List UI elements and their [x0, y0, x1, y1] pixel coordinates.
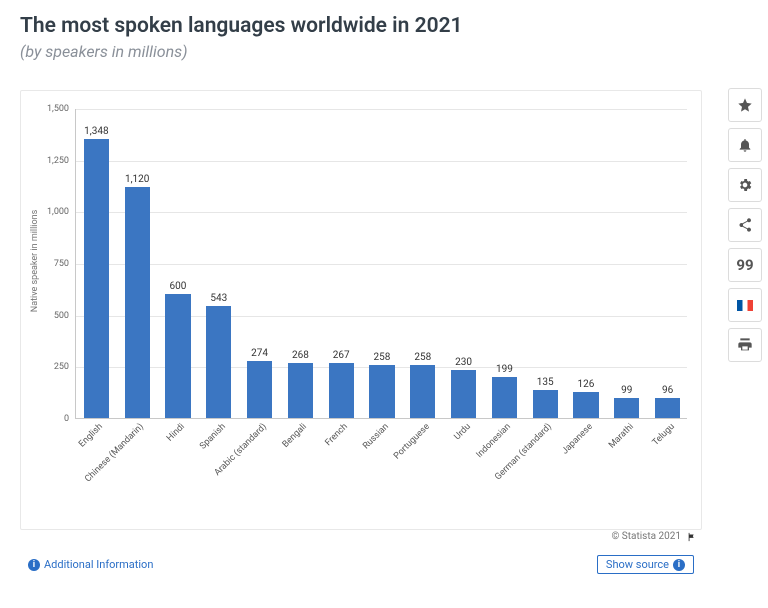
y-tick: 500 [54, 311, 69, 321]
bar-value-label: 96 [662, 385, 673, 396]
bar[interactable]: 1,348 [84, 139, 109, 418]
y-tick: 1,250 [47, 156, 69, 166]
bar-value-label: 258 [414, 352, 431, 363]
bar[interactable]: 230 [451, 370, 476, 418]
gear-icon[interactable] [728, 168, 762, 202]
bar[interactable]: 99 [614, 398, 639, 418]
bar[interactable]: 274 [247, 361, 272, 418]
bar-value-label: 126 [578, 379, 595, 390]
bar-value-label: 199 [496, 364, 513, 375]
chart-container: Native speaker in millions 1,348 1,120 600… [20, 90, 702, 530]
bar[interactable]: 268 [288, 363, 313, 418]
bar[interactable]: 600 [165, 294, 190, 418]
show-source-button[interactable]: Show source i [597, 555, 694, 574]
x-tick: Bengali [278, 419, 309, 450]
flag-mark-icon [686, 532, 698, 542]
bar[interactable]: 135 [533, 390, 558, 418]
info-icon: i [673, 559, 685, 571]
flag-icon[interactable] [728, 288, 762, 322]
bar[interactable]: 258 [410, 365, 435, 418]
copyright: © Statista 2021 [611, 531, 698, 542]
bar[interactable]: 258 [369, 365, 394, 418]
x-tick: English [75, 419, 105, 449]
x-tick: Urdu [449, 419, 472, 442]
star-icon[interactable] [728, 88, 762, 122]
bar-value-label: 600 [170, 281, 187, 292]
bar[interactable]: 1,120 [125, 187, 150, 418]
bar-value-label: 543 [210, 293, 227, 304]
bar-value-label: 274 [251, 348, 268, 359]
x-tick: Spanish [195, 419, 228, 452]
chart-plot-area: 1,348 1,120 600 543 274 268 267 258 258 230 199 135… [75, 109, 687, 419]
share-icon[interactable] [728, 208, 762, 242]
x-tick: Japanese [557, 419, 594, 456]
y-axis-label: Native speaker in millions [30, 210, 40, 312]
print-icon[interactable] [728, 328, 762, 362]
y-tick: 1,000 [47, 207, 69, 217]
bar-value-label: 99 [621, 385, 632, 396]
x-tick: Marathi [604, 419, 636, 451]
y-tick: 250 [54, 362, 69, 372]
x-tick: Russian [358, 419, 390, 451]
y-tick: 0 [64, 414, 69, 424]
bar-value-label: 258 [374, 352, 391, 363]
bell-icon[interactable] [728, 128, 762, 162]
bar-value-label: 1,348 [84, 126, 108, 137]
additional-info-link[interactable]: i Additional Information [28, 558, 153, 571]
action-sidebar: 99 [728, 88, 762, 362]
bar-value-label: 268 [292, 350, 309, 361]
bar-value-label: 135 [537, 377, 554, 388]
page-subtitle: (by speakers in millions) [20, 42, 748, 61]
bar-value-label: 230 [455, 357, 472, 368]
bar[interactable]: 96 [655, 398, 680, 418]
bar-value-label: 267 [333, 350, 350, 361]
x-tick: French [321, 419, 350, 448]
page-title: The most spoken languages worldwide in 2… [20, 14, 748, 38]
x-tick: Telugu [648, 419, 677, 448]
bar[interactable]: 126 [573, 392, 598, 418]
x-tick: Hindi [162, 419, 187, 444]
info-icon: i [28, 559, 40, 571]
bar[interactable]: 199 [492, 377, 517, 418]
y-tick: 1,500 [47, 104, 69, 114]
bar-value-label: 1,120 [125, 174, 149, 185]
y-tick: 750 [54, 259, 69, 269]
bar[interactable]: 267 [329, 363, 354, 418]
quote-icon[interactable]: 99 [728, 248, 762, 282]
bar[interactable]: 543 [206, 306, 231, 418]
x-tick: Portuguese [389, 419, 432, 462]
